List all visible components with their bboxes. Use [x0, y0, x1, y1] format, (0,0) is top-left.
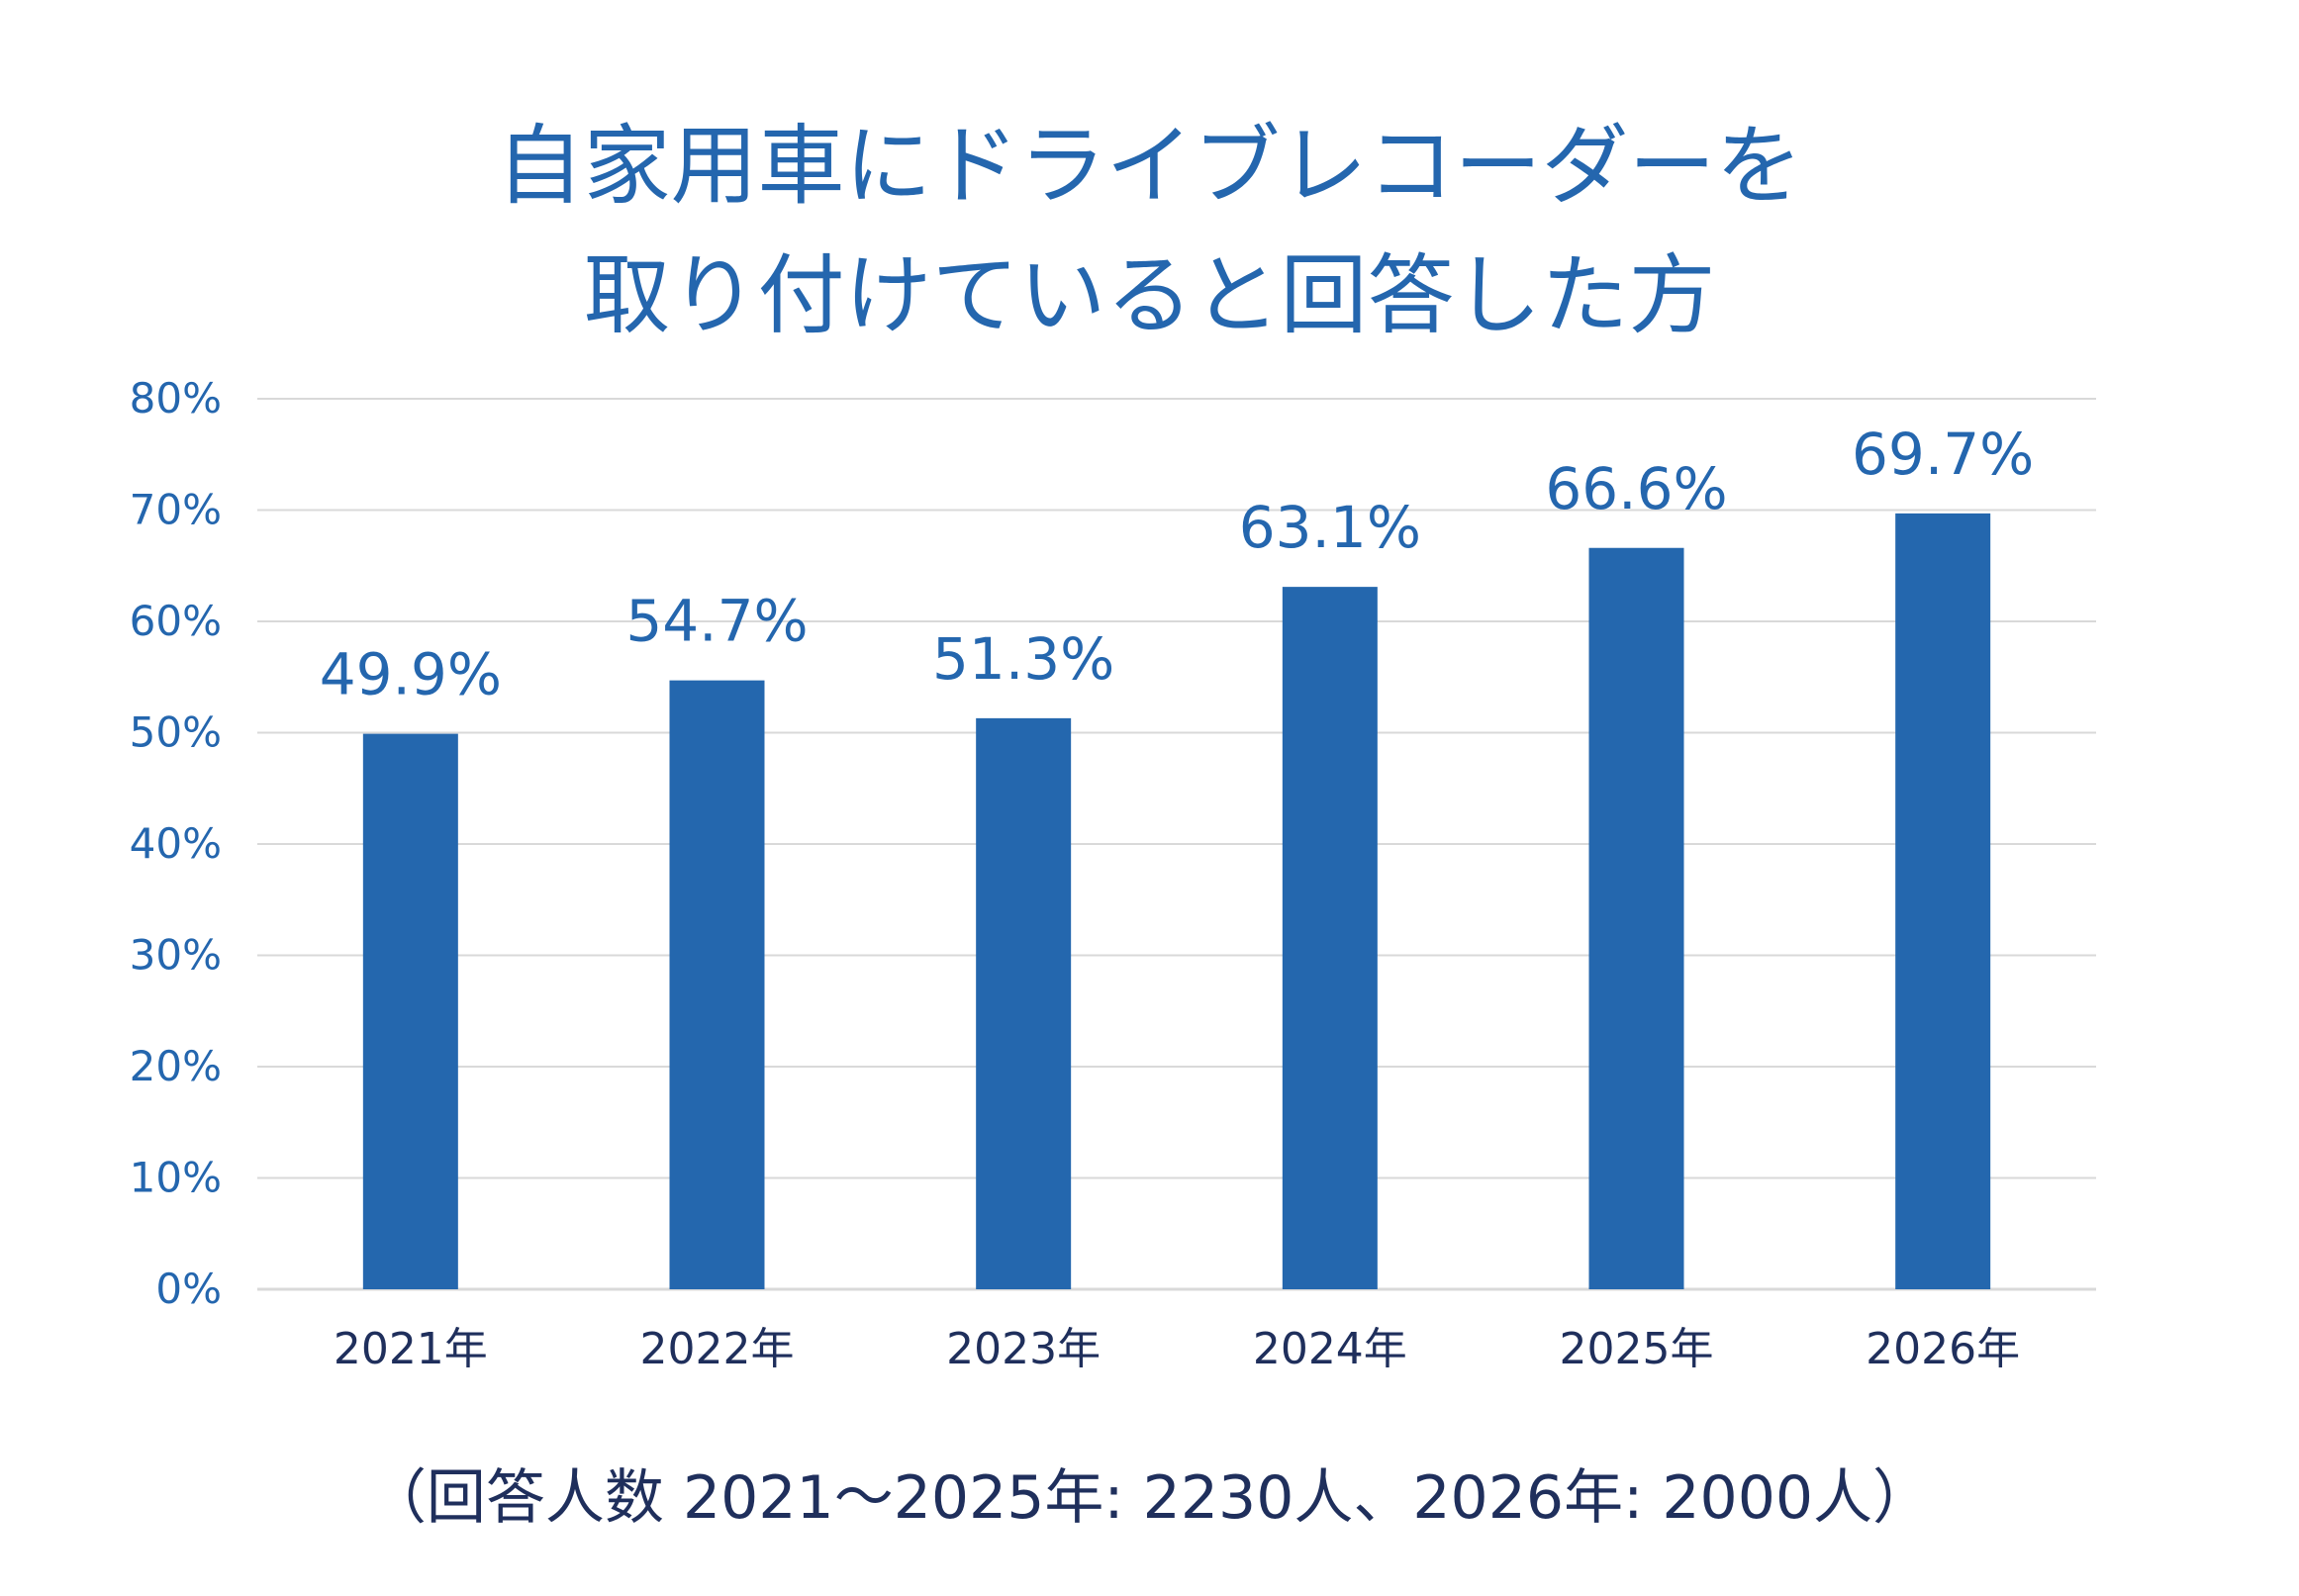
chart-title-line-1: 自家用車にドライブレコーダーを [496, 115, 1803, 217]
data-label: 69.7% [1852, 421, 2034, 488]
data-label: 63.1% [1239, 494, 1421, 561]
y-tick-label: 60% [130, 597, 222, 645]
x-tick-label: 2022年 [640, 1324, 795, 1374]
y-tick-label: 80% [130, 374, 222, 422]
y-tick-label: 0% [155, 1265, 222, 1313]
y-tick-label: 70% [130, 486, 222, 534]
respondent-count-note: （回答人数 2021～2025年: 2230人、2026年: 2000人） [366, 1463, 1933, 1533]
chart-title-line-2: 取り付けていると回答した方 [583, 244, 1716, 346]
bar [1895, 513, 1991, 1289]
grid-lines [257, 398, 2096, 1291]
bars [362, 513, 1991, 1289]
y-tick-label: 30% [130, 931, 222, 980]
y-tick-label: 20% [130, 1042, 222, 1090]
bar [1588, 547, 1684, 1289]
data-label: 54.7% [625, 588, 808, 655]
x-tick-label: 2025年 [1560, 1324, 1714, 1374]
bar [976, 717, 1072, 1289]
data-label: 49.9% [320, 641, 502, 708]
bar [669, 680, 765, 1289]
x-tick-label: 2026年 [1866, 1324, 2020, 1374]
y-axis-tick-labels: 0% 10% 20% 30% 40% 50% 60% 70% 80% [130, 374, 222, 1313]
x-tick-label: 2021年 [334, 1324, 488, 1374]
bar [362, 733, 458, 1289]
data-labels: 49.9% 54.7% 51.3% 63.1% 66.6% 69.7% [320, 421, 2035, 708]
y-tick-label: 40% [130, 819, 222, 868]
bar [1282, 587, 1378, 1289]
y-tick-label: 10% [130, 1154, 222, 1202]
y-tick-label: 50% [130, 708, 222, 757]
data-label: 66.6% [1545, 455, 1727, 522]
x-tick-label: 2024年 [1253, 1324, 1407, 1374]
x-axis-tick-labels: 2021年 2022年 2023年 2024年 2025年 2026年 [334, 1324, 2020, 1374]
data-label: 51.3% [932, 625, 1114, 693]
x-tick-label: 2023年 [946, 1324, 1101, 1374]
